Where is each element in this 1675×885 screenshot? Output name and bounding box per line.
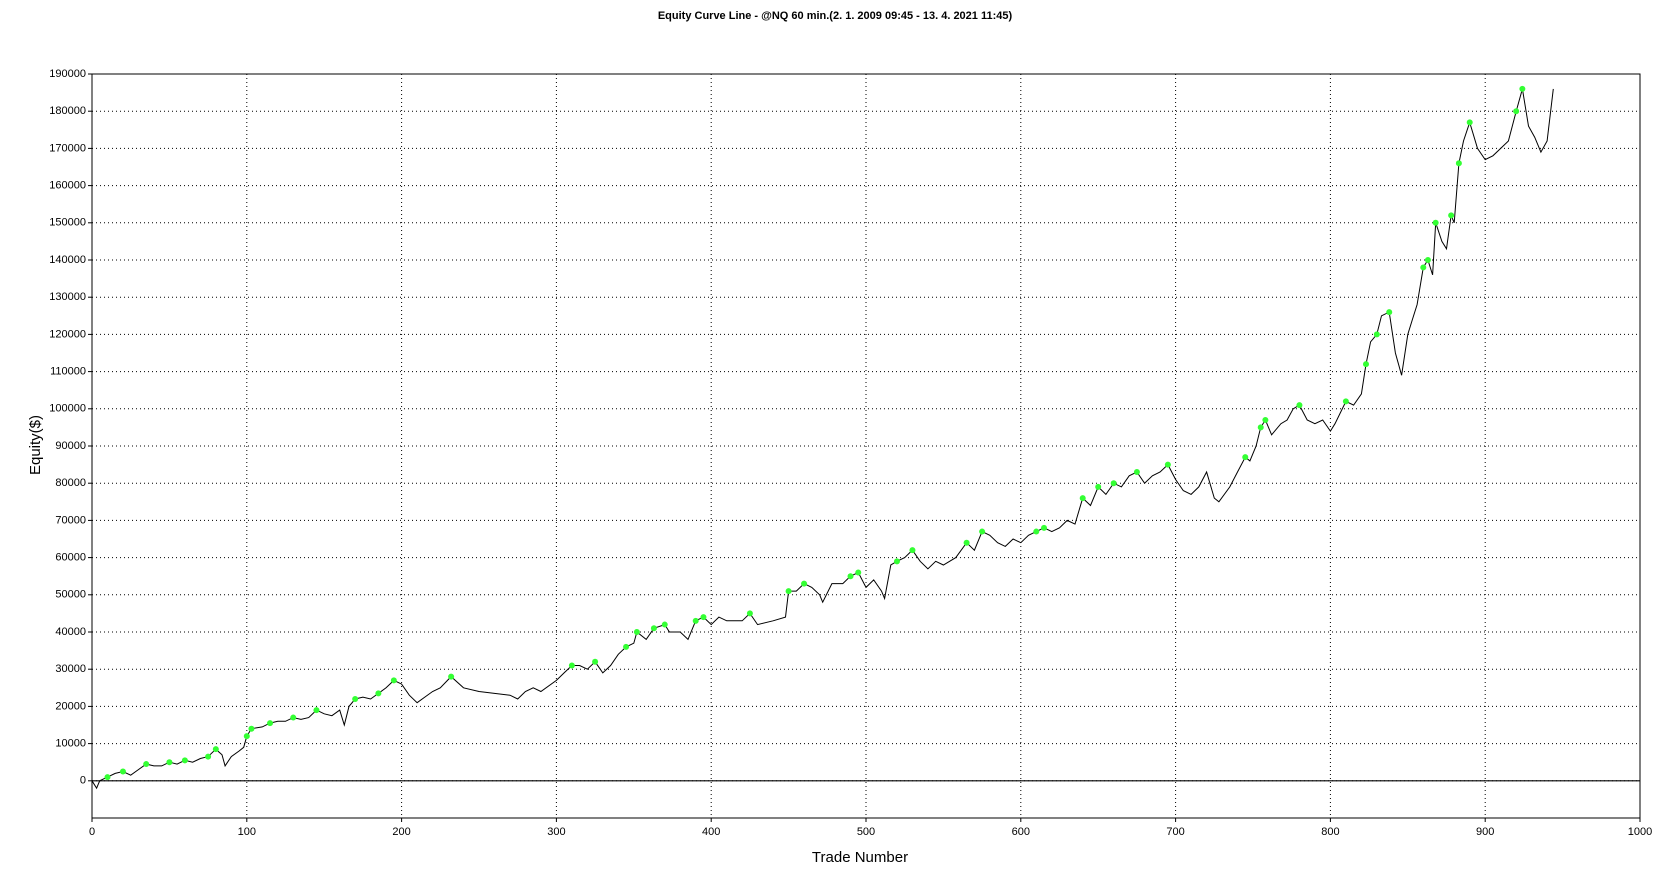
equity-high (623, 643, 630, 650)
equity-high (1095, 483, 1102, 490)
equity-high (661, 621, 668, 628)
equity-high (1373, 331, 1380, 338)
equity-high (1513, 108, 1520, 115)
equity-high (1296, 402, 1303, 409)
equity-high (909, 547, 916, 554)
x-tick-label: 900 (1476, 826, 1494, 838)
equity-high (181, 757, 188, 764)
equity-high (205, 753, 212, 760)
y-tick-label: 130000 (49, 291, 86, 303)
equity-high (1041, 524, 1048, 531)
x-tick-label: 300 (547, 826, 565, 838)
equity-high (801, 580, 808, 587)
equity-high (568, 662, 575, 669)
equity-high (746, 610, 753, 617)
x-tick-label: 400 (702, 826, 720, 838)
y-tick-label: 20000 (55, 700, 86, 712)
equity-high (248, 725, 255, 732)
equity-high (290, 714, 297, 721)
equity-high (375, 690, 382, 697)
equity-high (1432, 219, 1439, 226)
equity-high (1164, 461, 1171, 468)
equity-high (1262, 416, 1269, 423)
equity-high (893, 558, 900, 565)
equity-high (166, 759, 173, 766)
equity-high (104, 774, 111, 781)
equity-high (313, 707, 320, 714)
y-tick-label: 140000 (49, 254, 86, 266)
equity-line (91, 88, 1554, 790)
x-tick-label: 500 (857, 826, 875, 838)
x-tick-label: 200 (392, 826, 410, 838)
y-tick-label: 160000 (49, 180, 86, 192)
y-tick-label: 80000 (55, 477, 86, 489)
equity-high (963, 539, 970, 546)
equity-high (267, 720, 274, 727)
x-tick-label: 600 (1012, 826, 1030, 838)
equity-high (119, 768, 126, 775)
equity-high (633, 629, 640, 635)
equity-high (1448, 212, 1455, 219)
equity-high (212, 746, 219, 753)
equity-high (1342, 398, 1349, 405)
y-tick-label: 100000 (49, 403, 86, 415)
equity-high (1033, 528, 1040, 535)
equity-high (855, 569, 862, 576)
equity-high (1455, 160, 1462, 167)
equity-high (700, 614, 707, 621)
y-tick-label: 30000 (55, 663, 86, 675)
equity-high (390, 677, 397, 684)
equity-high (785, 588, 792, 595)
y-tick-label: 120000 (49, 328, 86, 340)
equity-high (143, 761, 150, 768)
equity-high (592, 658, 599, 665)
y-tick-label: 70000 (55, 514, 86, 526)
equity-high (1424, 257, 1431, 263)
equity-high (1466, 119, 1473, 126)
y-tick-label: 180000 (49, 105, 86, 117)
equity-high (1363, 361, 1370, 368)
equity-high (352, 695, 359, 702)
equity-high (1110, 480, 1117, 487)
equity-high (1519, 85, 1526, 92)
y-axis-label: Equity($) (27, 415, 44, 475)
y-tick-label: 10000 (55, 738, 86, 750)
equity-high (1079, 495, 1086, 502)
equity-high (979, 528, 986, 535)
equity-high (1420, 264, 1427, 271)
y-tick-label: 150000 (49, 217, 86, 229)
x-tick-label: 0 (89, 826, 95, 838)
equity-high (448, 673, 455, 680)
x-tick-label: 700 (1166, 826, 1184, 838)
equity-high (650, 625, 657, 632)
y-tick-label: 110000 (50, 366, 86, 378)
equity-high (1133, 469, 1140, 476)
equity-high (847, 573, 854, 580)
y-tick-label: 50000 (55, 589, 86, 601)
equity-high (692, 617, 699, 624)
y-tick-label: 170000 (49, 142, 86, 154)
x-axis-label: Trade Number (812, 849, 908, 866)
y-tick-label: 0 (80, 775, 86, 787)
y-tick-label: 40000 (55, 626, 86, 638)
chart-title: Equity Curve Line - @NQ 60 min.(2. 1. 20… (658, 10, 1013, 22)
y-tick-label: 90000 (55, 440, 86, 452)
equity-high (243, 733, 250, 740)
x-tick-label: 1000 (1628, 826, 1652, 838)
equity-high (1386, 309, 1393, 316)
equity-high (1257, 424, 1264, 431)
x-tick-label: 800 (1321, 826, 1339, 838)
x-tick-label: 100 (238, 826, 256, 838)
y-tick-label: 60000 (55, 552, 86, 564)
equity-high (1242, 454, 1249, 461)
y-tick-label: 190000 (49, 68, 86, 80)
